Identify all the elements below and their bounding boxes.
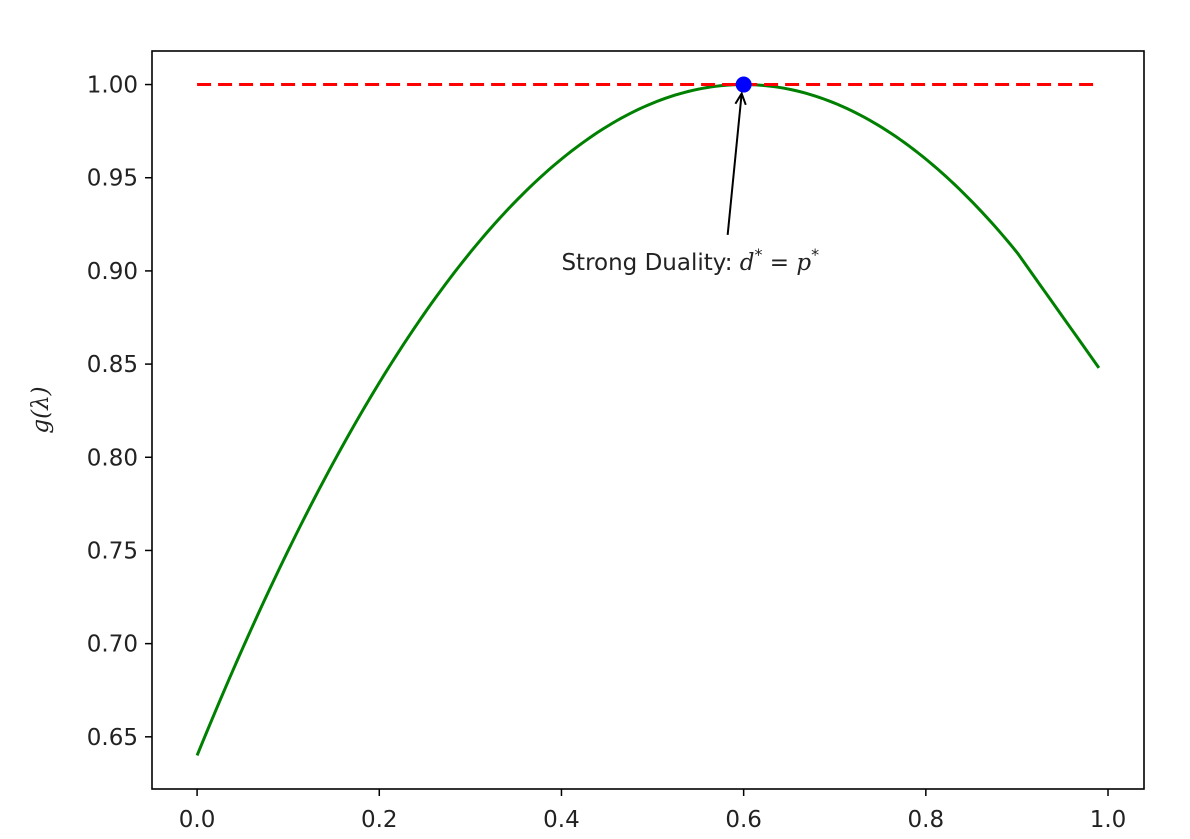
axes-frame [151, 50, 1145, 790]
y-tick-label: 0.90 [87, 259, 138, 285]
annotation-rhs: p [796, 250, 811, 276]
optimum-point [735, 76, 752, 93]
series-line-g-lambda [195, 83, 1101, 757]
annotation-sup2: * [811, 245, 819, 264]
x-tick-label: 0.8 [908, 807, 945, 833]
annotation-label: Strong Duality: d* = p* [561, 245, 819, 276]
annotation-sup1: * [755, 245, 763, 264]
annotation-layer: Strong Duality: d* = p* [561, 245, 819, 276]
annotation-arrowhead [734, 91, 747, 106]
y-tick-label: 0.80 [87, 445, 138, 471]
plot-area: 0.0 0.2 0.4 0.6 0.8 1.0 0.65 0.70 0.75 0.80 0.85 0.… [87, 50, 1145, 833]
x-tick-label: 0.0 [179, 807, 216, 833]
annotation-eq: = [763, 250, 797, 276]
annotation-lhs: d [740, 250, 755, 276]
x-tick-label: 1.0 [1090, 807, 1127, 833]
annotation-prefix: Strong Duality: [561, 250, 739, 276]
y-tick-label: 0.65 [87, 725, 138, 751]
y-tick-label: 1.00 [87, 73, 138, 99]
y-tick-label: 0.95 [87, 166, 138, 192]
annotation-arrow [726, 93, 743, 236]
y-tick-label: 0.75 [87, 538, 138, 564]
x-tick-label: 0.4 [543, 807, 580, 833]
x-tick-label: 0.6 [725, 807, 762, 833]
y-tick-label: 0.70 [87, 632, 138, 658]
y-tick-label: 0.85 [87, 352, 138, 378]
y-axis-label: g(λ) [28, 386, 54, 433]
x-tick-label: 0.2 [361, 807, 398, 833]
